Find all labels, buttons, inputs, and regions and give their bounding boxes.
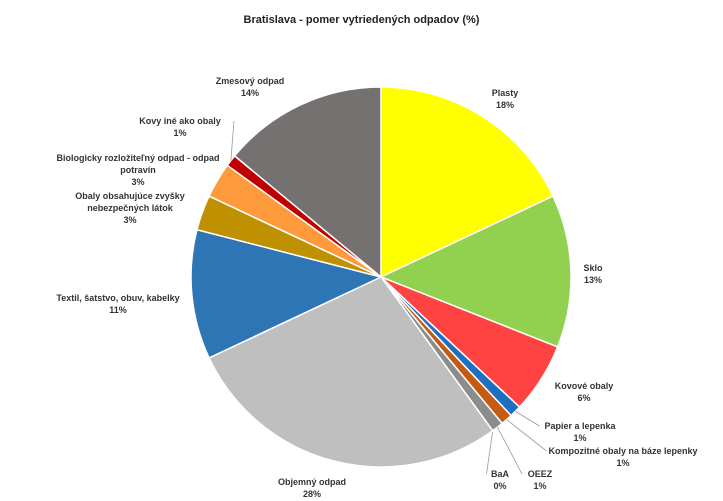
value-label: 3%	[123, 215, 137, 225]
value-label: 14%	[240, 88, 259, 98]
category-name: Kovy iné ako obaly	[139, 116, 221, 126]
value-label: 1%	[533, 481, 547, 491]
data-label: Zmesový odpad 14%	[205, 75, 295, 99]
category-name: BaA	[490, 469, 509, 479]
slice	[233, 86, 382, 279]
value-label: 11%	[109, 305, 127, 315]
value-label: 18%	[495, 100, 514, 110]
value-label: 3%	[131, 177, 145, 187]
category-name: Objemný odpad	[277, 477, 346, 487]
slice	[379, 195, 572, 348]
data-label: Plasty 18%	[475, 87, 535, 111]
data-label: Biologicky rozložiteľný odpad - odpad po…	[53, 152, 223, 188]
category-name: Zmesový odpad	[215, 76, 285, 86]
data-label: Sklo 13%	[568, 262, 618, 286]
category-name: Plasty	[491, 88, 519, 98]
data-label: Kovové obaly 6%	[544, 380, 624, 404]
data-label: Objemný odpad 28%	[262, 476, 362, 500]
category-name: Kovové obaly	[554, 381, 614, 391]
value-label: 0%	[493, 481, 507, 491]
category-name: Sklo	[583, 263, 603, 273]
data-label: Kompozitné obaly na báze lepenky 1%	[538, 445, 708, 469]
category-name: Papier a lepenka	[544, 421, 616, 431]
chart-title: Bratislava - pomer vytriedených odpadov …	[243, 14, 480, 26]
value-label: 1%	[573, 433, 587, 443]
leader-line	[486, 430, 494, 475]
value-label: 6%	[577, 393, 591, 403]
data-label: Textil, šatstvo, obuv, kabelky 11%	[28, 292, 208, 316]
data-label: OEEZ 1%	[520, 468, 560, 492]
category-name: Obaly obsahujúce zvyšky nebezpečných lát…	[75, 191, 185, 213]
category-name: OEEZ	[527, 469, 553, 479]
value-label: 1%	[173, 128, 187, 138]
slice	[380, 86, 554, 279]
data-label: Papier a lepenka 1%	[535, 420, 625, 444]
data-label: Obaly obsahujúce zvyšky nebezpečných lát…	[55, 190, 205, 226]
slice	[190, 228, 384, 359]
leader-line	[230, 120, 235, 161]
data-label: Kovy iné ako obaly 1%	[120, 115, 240, 139]
category-name: Biologicky rozložiteľný odpad - odpad po…	[56, 153, 220, 175]
slice	[208, 276, 494, 468]
leader-line	[515, 411, 540, 427]
value-label: 28%	[302, 489, 321, 499]
value-label: 13%	[583, 275, 602, 285]
leader-line	[497, 426, 523, 475]
category-name: Textil, šatstvo, obuv, kabelky	[56, 293, 180, 303]
category-name: Kompozitné obaly na báze lepenky	[548, 446, 698, 456]
value-label: 1%	[616, 458, 630, 468]
data-label: BaA 0%	[485, 468, 515, 492]
leader-line	[506, 419, 547, 452]
